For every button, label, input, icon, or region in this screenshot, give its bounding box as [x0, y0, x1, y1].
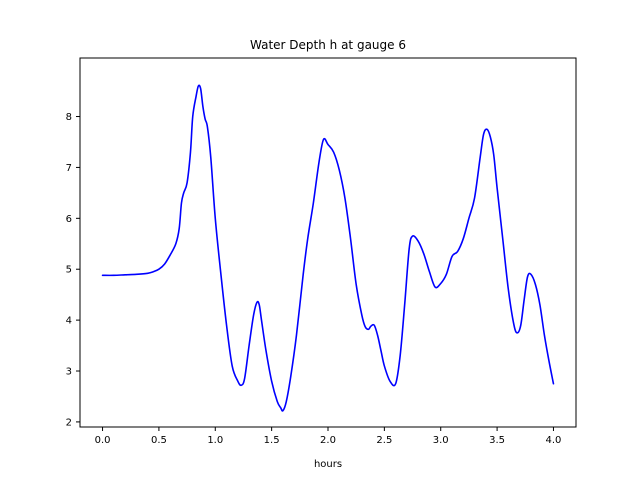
x-tick-label: 2.5: [376, 435, 392, 446]
x-tick-label: 3.5: [489, 435, 505, 446]
x-tick-label: 4.0: [546, 435, 562, 446]
y-tick-label: 6: [66, 214, 72, 225]
y-axis: 2 3 4 5 6 7 8: [66, 112, 80, 428]
x-tick-label: 0.5: [151, 435, 167, 446]
x-tick-label: 0.0: [95, 435, 111, 446]
plot-background: [80, 58, 576, 427]
series-layer: [101, 84, 555, 412]
chart-title: Water Depth h at gauge 6: [250, 38, 406, 52]
x-tick-label: 2.0: [320, 435, 336, 446]
y-tick-label: 8: [66, 112, 72, 123]
y-tick-label: 7: [66, 163, 72, 174]
x-axis: 0.0 0.5 1.0 1.5 2.0 2.5 3.0 3.5 4.0: [95, 427, 562, 446]
x-axis-label: hours: [314, 459, 342, 470]
plot-area: [79, 57, 577, 428]
x-tick-label: 3.0: [433, 435, 449, 446]
y-tick-label: 2: [66, 417, 72, 428]
y-tick-label: 3: [66, 367, 72, 378]
x-tick-label: 1.5: [264, 435, 280, 446]
y-tick-label: 4: [66, 316, 72, 327]
x-tick-label: 1.0: [207, 435, 223, 446]
data-series-line: [101, 84, 555, 412]
y-tick-label: 5: [66, 265, 72, 276]
